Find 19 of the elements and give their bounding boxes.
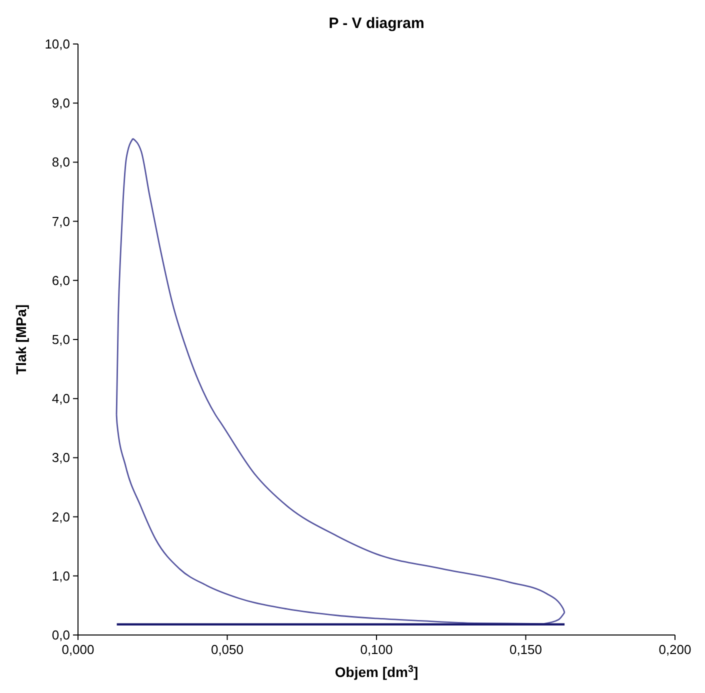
- x-axis-title: Objem [dm$^{3}$]: [334, 664, 418, 680]
- x-tick-label: 0,000: [62, 642, 94, 657]
- y-tick-label: 1,0: [52, 568, 70, 584]
- y-tick-label: 4,0: [52, 391, 70, 406]
- x-tick-label: 0,150: [509, 642, 542, 657]
- x-tick-label: 0,200: [658, 642, 692, 657]
- chart-title: P - V diagram: [328, 15, 424, 32]
- y-tick-label: 5,0: [52, 332, 70, 347]
- x-tick-label: 0,100: [360, 642, 393, 657]
- y-tick-label: 3,0: [52, 450, 70, 466]
- y-tick-label: 2,0: [52, 509, 70, 524]
- y-tick-label: 8,0: [52, 154, 70, 170]
- y-tick-label: 0,0: [52, 628, 70, 642]
- y-axis-title: Tlak [MPa]: [13, 304, 29, 375]
- y-tick-label: 10,0: [44, 36, 70, 52]
- y-tick-label: 7,0: [52, 214, 70, 229]
- y-tick-label: 9,0: [52, 96, 70, 111]
- y-tick-label: 6,0: [52, 272, 70, 288]
- x-tick-label: 0,050: [210, 642, 244, 657]
